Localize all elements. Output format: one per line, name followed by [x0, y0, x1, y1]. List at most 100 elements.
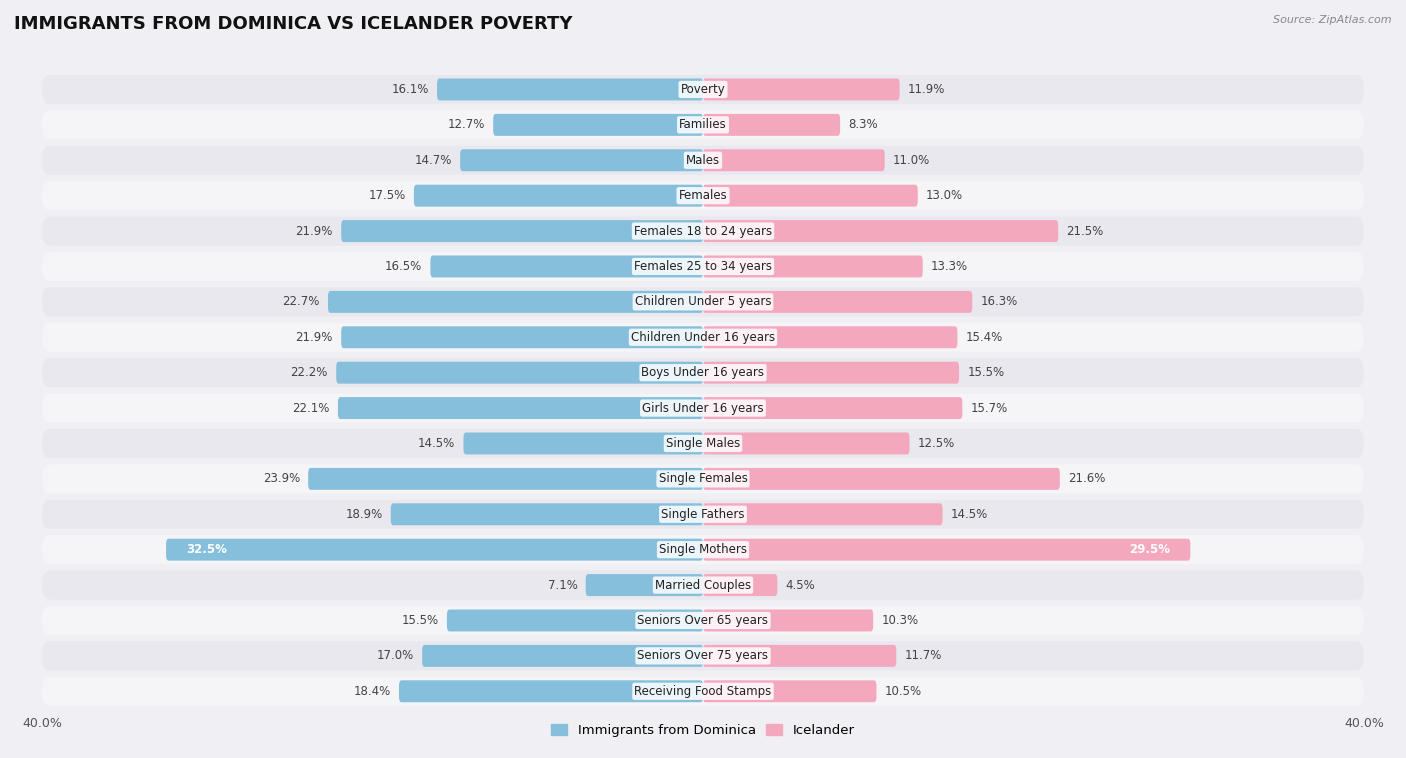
- Text: 8.3%: 8.3%: [848, 118, 877, 131]
- Text: Boys Under 16 years: Boys Under 16 years: [641, 366, 765, 379]
- FancyBboxPatch shape: [703, 362, 959, 384]
- Text: 11.7%: 11.7%: [904, 650, 942, 662]
- Text: 16.1%: 16.1%: [391, 83, 429, 96]
- FancyBboxPatch shape: [703, 609, 873, 631]
- FancyBboxPatch shape: [42, 641, 1364, 670]
- FancyBboxPatch shape: [42, 323, 1364, 352]
- FancyBboxPatch shape: [413, 185, 703, 207]
- Text: 22.2%: 22.2%: [291, 366, 328, 379]
- FancyBboxPatch shape: [42, 217, 1364, 246]
- Text: Males: Males: [686, 154, 720, 167]
- Text: 7.1%: 7.1%: [547, 578, 578, 591]
- Text: 21.9%: 21.9%: [295, 224, 333, 237]
- Text: Single Mothers: Single Mothers: [659, 543, 747, 556]
- FancyBboxPatch shape: [586, 574, 703, 596]
- FancyBboxPatch shape: [42, 571, 1364, 600]
- Text: 14.5%: 14.5%: [418, 437, 456, 450]
- FancyBboxPatch shape: [703, 539, 1191, 561]
- FancyBboxPatch shape: [42, 535, 1364, 564]
- Text: 21.9%: 21.9%: [295, 330, 333, 344]
- Text: 18.9%: 18.9%: [346, 508, 382, 521]
- Text: 15.4%: 15.4%: [966, 330, 1002, 344]
- Text: Married Couples: Married Couples: [655, 578, 751, 591]
- Text: 17.5%: 17.5%: [368, 190, 405, 202]
- FancyBboxPatch shape: [391, 503, 703, 525]
- FancyBboxPatch shape: [703, 79, 900, 101]
- FancyBboxPatch shape: [703, 397, 962, 419]
- Text: 15.5%: 15.5%: [402, 614, 439, 627]
- Text: Children Under 5 years: Children Under 5 years: [634, 296, 772, 309]
- FancyBboxPatch shape: [42, 500, 1364, 529]
- Text: 32.5%: 32.5%: [186, 543, 226, 556]
- FancyBboxPatch shape: [703, 291, 973, 313]
- Text: 15.5%: 15.5%: [967, 366, 1004, 379]
- FancyBboxPatch shape: [166, 539, 703, 561]
- Text: Source: ZipAtlas.com: Source: ZipAtlas.com: [1274, 15, 1392, 25]
- FancyBboxPatch shape: [703, 468, 1060, 490]
- Text: 14.5%: 14.5%: [950, 508, 988, 521]
- FancyBboxPatch shape: [42, 252, 1364, 281]
- Text: Single Males: Single Males: [666, 437, 740, 450]
- Text: Single Fathers: Single Fathers: [661, 508, 745, 521]
- Text: Females 25 to 34 years: Females 25 to 34 years: [634, 260, 772, 273]
- Text: 10.3%: 10.3%: [882, 614, 918, 627]
- FancyBboxPatch shape: [42, 146, 1364, 175]
- Text: Females: Females: [679, 190, 727, 202]
- Text: 21.5%: 21.5%: [1066, 224, 1104, 237]
- FancyBboxPatch shape: [336, 362, 703, 384]
- FancyBboxPatch shape: [703, 645, 896, 667]
- Text: Single Females: Single Females: [658, 472, 748, 485]
- Legend: Immigrants from Dominica, Icelander: Immigrants from Dominica, Icelander: [547, 720, 859, 741]
- Text: 22.1%: 22.1%: [292, 402, 329, 415]
- Text: Receiving Food Stamps: Receiving Food Stamps: [634, 684, 772, 698]
- Text: Seniors Over 65 years: Seniors Over 65 years: [637, 614, 769, 627]
- Text: Families: Families: [679, 118, 727, 131]
- FancyBboxPatch shape: [703, 220, 1059, 242]
- FancyBboxPatch shape: [42, 75, 1364, 104]
- Text: 23.9%: 23.9%: [263, 472, 299, 485]
- FancyBboxPatch shape: [342, 220, 703, 242]
- Text: 12.7%: 12.7%: [447, 118, 485, 131]
- Text: Females 18 to 24 years: Females 18 to 24 years: [634, 224, 772, 237]
- Text: 29.5%: 29.5%: [1129, 543, 1171, 556]
- Text: Girls Under 16 years: Girls Under 16 years: [643, 402, 763, 415]
- Text: 15.7%: 15.7%: [970, 402, 1008, 415]
- FancyBboxPatch shape: [437, 79, 703, 101]
- FancyBboxPatch shape: [703, 433, 910, 455]
- FancyBboxPatch shape: [703, 149, 884, 171]
- FancyBboxPatch shape: [703, 503, 942, 525]
- FancyBboxPatch shape: [42, 111, 1364, 139]
- Text: 11.9%: 11.9%: [908, 83, 945, 96]
- FancyBboxPatch shape: [308, 468, 703, 490]
- FancyBboxPatch shape: [337, 397, 703, 419]
- Text: 16.3%: 16.3%: [980, 296, 1018, 309]
- Text: IMMIGRANTS FROM DOMINICA VS ICELANDER POVERTY: IMMIGRANTS FROM DOMINICA VS ICELANDER PO…: [14, 15, 572, 33]
- Text: Poverty: Poverty: [681, 83, 725, 96]
- FancyBboxPatch shape: [42, 181, 1364, 210]
- Text: 12.5%: 12.5%: [918, 437, 955, 450]
- Text: 17.0%: 17.0%: [377, 650, 413, 662]
- FancyBboxPatch shape: [460, 149, 703, 171]
- FancyBboxPatch shape: [703, 185, 918, 207]
- FancyBboxPatch shape: [447, 609, 703, 631]
- Text: 10.5%: 10.5%: [884, 684, 922, 698]
- FancyBboxPatch shape: [703, 681, 876, 702]
- Text: 13.3%: 13.3%: [931, 260, 969, 273]
- FancyBboxPatch shape: [328, 291, 703, 313]
- FancyBboxPatch shape: [42, 287, 1364, 316]
- FancyBboxPatch shape: [703, 326, 957, 348]
- FancyBboxPatch shape: [42, 359, 1364, 387]
- FancyBboxPatch shape: [703, 114, 841, 136]
- Text: 4.5%: 4.5%: [786, 578, 815, 591]
- Text: 21.6%: 21.6%: [1069, 472, 1105, 485]
- FancyBboxPatch shape: [703, 574, 778, 596]
- Text: 14.7%: 14.7%: [415, 154, 451, 167]
- FancyBboxPatch shape: [42, 393, 1364, 423]
- FancyBboxPatch shape: [494, 114, 703, 136]
- Text: Children Under 16 years: Children Under 16 years: [631, 330, 775, 344]
- FancyBboxPatch shape: [42, 677, 1364, 706]
- Text: 11.0%: 11.0%: [893, 154, 931, 167]
- FancyBboxPatch shape: [703, 255, 922, 277]
- FancyBboxPatch shape: [430, 255, 703, 277]
- FancyBboxPatch shape: [42, 465, 1364, 493]
